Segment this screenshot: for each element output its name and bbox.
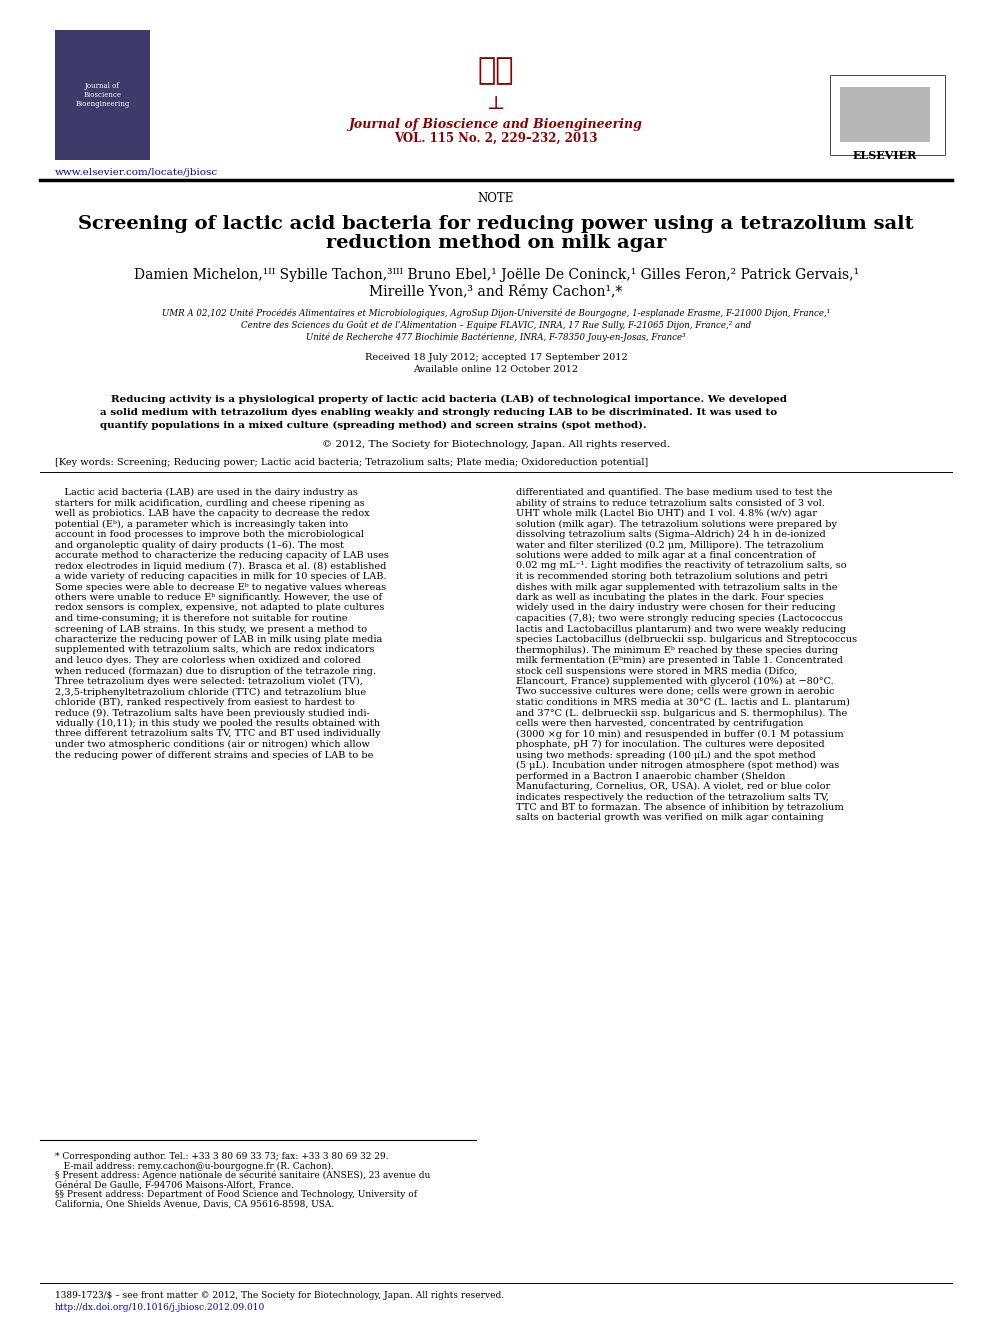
Text: quantify populations in a mixed culture (spreading method) and screen strains (s: quantify populations in a mixed culture … <box>100 421 647 430</box>
Text: California, One Shields Avenue, Davis, CA 95616-8598, USA.: California, One Shields Avenue, Davis, C… <box>55 1200 334 1208</box>
Text: well as probiotics. LAB have the capacity to decrease the redox: well as probiotics. LAB have the capacit… <box>55 509 370 519</box>
Text: solutions were added to milk agar at a final concentration of: solutions were added to milk agar at a f… <box>516 550 815 560</box>
Text: * Corresponding author. Tel.: +33 3 80 69 33 73; fax: +33 3 80 69 32 29.: * Corresponding author. Tel.: +33 3 80 6… <box>55 1152 389 1162</box>
Text: Journal of
Bioscience
Bioengineering: Journal of Bioscience Bioengineering <box>75 82 130 108</box>
Text: UHT whole milk (Lactel Bio UHT) and 1 vol. 4.8% (w/v) agar: UHT whole milk (Lactel Bio UHT) and 1 vo… <box>516 509 817 519</box>
Text: dark as well as incubating the plates in the dark. Four species: dark as well as incubating the plates in… <box>516 593 823 602</box>
Text: © 2012, The Society for Biotechnology, Japan. All rights reserved.: © 2012, The Society for Biotechnology, J… <box>322 441 670 448</box>
Text: static conditions in MRS media at 30°C (L. lactis and L. plantarum): static conditions in MRS media at 30°C (… <box>516 699 850 706</box>
Text: phosphate, pH 7) for inoculation. The cultures were deposited: phosphate, pH 7) for inoculation. The cu… <box>516 740 824 749</box>
Text: Général De Gaulle, F-94706 Maisons-Alfort, France.: Général De Gaulle, F-94706 Maisons-Alfor… <box>55 1180 294 1189</box>
Text: redox sensors is complex, expensive, not adapted to plate cultures: redox sensors is complex, expensive, not… <box>55 603 384 613</box>
Text: ELSEVIER: ELSEVIER <box>853 149 918 161</box>
Text: 1389-1723/$ – see front matter © 2012, The Society for Biotechnology, Japan. All: 1389-1723/$ – see front matter © 2012, T… <box>55 1291 504 1301</box>
Text: species Lactobacillus (delbrueckii ssp. bulgaricus and Streptococcus: species Lactobacillus (delbrueckii ssp. … <box>516 635 857 644</box>
Text: indicates respectively the reduction of the tetrazolium salts TV,: indicates respectively the reduction of … <box>516 792 829 802</box>
Text: § Present address: Agence nationale de sécurité sanitaire (ANSES), 23 avenue du: § Present address: Agence nationale de s… <box>55 1171 431 1180</box>
Text: Damien Michelon,¹ᴵᴵ Sybille Tachon,³ᴵᴵᴵ Bruno Ebel,¹ Joëlle De Coninck,¹ Gilles : Damien Michelon,¹ᴵᴵ Sybille Tachon,³ᴵᴵᴵ … <box>134 269 858 282</box>
Text: redox electrodes in liquid medium (7). Brasca et al. (8) established: redox electrodes in liquid medium (7). B… <box>55 561 386 570</box>
Text: and organoleptic quality of dairy products (1–6). The most: and organoleptic quality of dairy produc… <box>55 541 344 549</box>
Text: others were unable to reduce Eᵇ significantly. However, the use of: others were unable to reduce Eᵇ signific… <box>55 593 382 602</box>
Text: NOTE: NOTE <box>478 192 514 205</box>
Text: Three tetrazolium dyes were selected: tetrazolium violet (TV),: Three tetrazolium dyes were selected: te… <box>55 677 363 687</box>
Text: dishes with milk agar supplemented with tetrazolium salts in the: dishes with milk agar supplemented with … <box>516 582 837 591</box>
Text: milk fermentation (Eᵇmin) are presented in Table 1. Concentrated: milk fermentation (Eᵇmin) are presented … <box>516 656 843 665</box>
Bar <box>55 30 150 160</box>
Text: under two atmospheric conditions (air or nitrogen) which allow: under two atmospheric conditions (air or… <box>55 740 370 749</box>
Text: Two successive cultures were done; cells were grown in aerobic: Two successive cultures were done; cells… <box>516 688 834 696</box>
Text: Lactic acid bacteria (LAB) are used in the dairy industry as: Lactic acid bacteria (LAB) are used in t… <box>55 488 358 497</box>
Text: Unité de Recherche 477 Biochimie Bactérienne, INRA, F-78350 Jouy-en-Josas, Franc: Unité de Recherche 477 Biochimie Bactéri… <box>307 332 685 341</box>
Text: ❀❀: ❀❀ <box>478 56 514 86</box>
Text: http://dx.doi.org/10.1016/j.jbiosc.2012.09.010: http://dx.doi.org/10.1016/j.jbiosc.2012.… <box>55 1303 265 1312</box>
Text: Manufacturing, Cornelius, OR, USA). A violet, red or blue color: Manufacturing, Cornelius, OR, USA). A vi… <box>516 782 830 791</box>
Text: chloride (BT), ranked respectively from easiest to hardest to: chloride (BT), ranked respectively from … <box>55 699 355 706</box>
Text: E-mail address: remy.cachon@u-bourgogne.fr (R. Cachon).: E-mail address: remy.cachon@u-bourgogne.… <box>55 1162 333 1171</box>
Text: three different tetrazolium salts TV, TTC and BT used individually: three different tetrazolium salts TV, TT… <box>55 729 381 738</box>
Text: starters for milk acidification, curdling and cheese ripening as: starters for milk acidification, curdlin… <box>55 499 365 508</box>
Bar <box>840 87 930 142</box>
Text: stock cell suspensions were stored in MRS media (Difco,: stock cell suspensions were stored in MR… <box>516 667 798 676</box>
Text: and 37°C (L. delbrueckii ssp. bulgaricus and S. thermophilus). The: and 37°C (L. delbrueckii ssp. bulgaricus… <box>516 709 847 717</box>
Text: screening of LAB strains. In this study, we present a method to: screening of LAB strains. In this study,… <box>55 624 367 634</box>
Text: account in food processes to improve both the microbiological: account in food processes to improve bot… <box>55 531 364 538</box>
Text: the reducing power of different strains and species of LAB to be: the reducing power of different strains … <box>55 750 373 759</box>
Text: characterize the reducing power of LAB in milk using plate media: characterize the reducing power of LAB i… <box>55 635 382 644</box>
Text: and leuco dyes. They are colorless when oxidized and colored: and leuco dyes. They are colorless when … <box>55 656 361 665</box>
Text: Elancourt, France) supplemented with glycerol (10%) at −80°C.: Elancourt, France) supplemented with gly… <box>516 677 833 687</box>
Text: Mireille Yvon,³ and Rémy Cachon¹,*: Mireille Yvon,³ and Rémy Cachon¹,* <box>369 284 623 299</box>
Text: cells were then harvested, concentrated by centrifugation: cells were then harvested, concentrated … <box>516 718 804 728</box>
Text: solution (milk agar). The tetrazolium solutions were prepared by: solution (milk agar). The tetrazolium so… <box>516 520 837 529</box>
Text: reduction method on milk agar: reduction method on milk agar <box>325 234 667 251</box>
Text: a wide variety of reducing capacities in milk for 10 species of LAB.: a wide variety of reducing capacities in… <box>55 572 387 581</box>
Bar <box>55 30 150 160</box>
Text: ability of strains to reduce tetrazolium salts consisted of 3 vol.: ability of strains to reduce tetrazolium… <box>516 499 825 508</box>
Text: Journal of Bioscience and Bioengineering: Journal of Bioscience and Bioengineering <box>349 118 643 131</box>
Text: 2,3,5-triphenyltetrazolium chloride (TTC) and tetrazolium blue: 2,3,5-triphenyltetrazolium chloride (TTC… <box>55 688 366 697</box>
Text: potential (Eᵇ), a parameter which is increasingly taken into: potential (Eᵇ), a parameter which is inc… <box>55 520 348 529</box>
Text: reduce (9). Tetrazolium salts have been previously studied indi-: reduce (9). Tetrazolium salts have been … <box>55 709 370 717</box>
Text: widely used in the dairy industry were chosen for their reducing: widely used in the dairy industry were c… <box>516 603 835 613</box>
Text: it is recommended storing both tetrazolium solutions and petri: it is recommended storing both tetrazoli… <box>516 572 827 581</box>
Text: a solid medium with tetrazolium dyes enabling weakly and strongly reducing LAB t: a solid medium with tetrazolium dyes ena… <box>100 407 777 417</box>
Text: and time-consuming; it is therefore not suitable for routine: and time-consuming; it is therefore not … <box>55 614 347 623</box>
Text: Centre des Sciences du Goût et de l’Alimentation – Equipe FLAVIC, INRA, 17 Rue S: Centre des Sciences du Goût et de l’Alim… <box>241 320 751 329</box>
Text: supplemented with tetrazolium salts, which are redox indicators: supplemented with tetrazolium salts, whi… <box>55 646 375 655</box>
Text: vidually (10,11); in this study we pooled the results obtained with: vidually (10,11); in this study we poole… <box>55 718 380 728</box>
Text: dissolving tetrazolium salts (Sigma–Aldrich) 24 h in de-ionized: dissolving tetrazolium salts (Sigma–Aldr… <box>516 531 825 540</box>
Text: §§ Present address: Department of Food Science and Technology, University of: §§ Present address: Department of Food S… <box>55 1189 417 1199</box>
Text: capacities (7,8); two were strongly reducing species (Lactococcus: capacities (7,8); two were strongly redu… <box>516 614 843 623</box>
Text: UMR A 02,102 Unité Procédés Alimentaires et Microbiologiques, AgroSup Dijon-Univ: UMR A 02,102 Unité Procédés Alimentaires… <box>162 308 830 318</box>
Text: using two methods: spreading (100 μL) and the spot method: using two methods: spreading (100 μL) an… <box>516 750 815 759</box>
Text: Reducing activity is a physiological property of lactic acid bacteria (LAB) of t: Reducing activity is a physiological pro… <box>100 396 787 404</box>
Text: Screening of lactic acid bacteria for reducing power using a tetrazolium salt: Screening of lactic acid bacteria for re… <box>78 216 914 233</box>
Text: differentiated and quantified. The base medium used to test the: differentiated and quantified. The base … <box>516 488 832 497</box>
Text: lactis and Lactobacillus plantarum) and two were weakly reducing: lactis and Lactobacillus plantarum) and … <box>516 624 846 634</box>
Text: when reduced (formazan) due to disruption of the tetrazole ring.: when reduced (formazan) due to disruptio… <box>55 667 376 676</box>
Text: (5 μL). Incubation under nitrogen atmosphere (spot method) was: (5 μL). Incubation under nitrogen atmosp… <box>516 761 839 770</box>
Text: ⊥: ⊥ <box>487 95 505 112</box>
Text: performed in a Bactron I anaerobic chamber (Sheldon: performed in a Bactron I anaerobic chamb… <box>516 771 786 781</box>
Text: water and filter sterilized (0.2 μm, Millipore). The tetrazolium: water and filter sterilized (0.2 μm, Mil… <box>516 541 823 549</box>
Text: 0.02 mg mL⁻¹. Light modifies the reactivity of tetrazolium salts, so: 0.02 mg mL⁻¹. Light modifies the reactiv… <box>516 561 846 570</box>
Text: Received 18 July 2012; accepted 17 September 2012: Received 18 July 2012; accepted 17 Septe… <box>365 353 627 363</box>
Text: thermophilus). The minimum Eᵇ reached by these species during: thermophilus). The minimum Eᵇ reached by… <box>516 646 838 655</box>
Text: accurate method to characterize the reducing capacity of LAB uses: accurate method to characterize the redu… <box>55 550 389 560</box>
Text: [Key words: Screening; Reducing power; Lactic acid bacteria; Tetrazolium salts; : [Key words: Screening; Reducing power; L… <box>55 458 648 467</box>
Text: Available online 12 October 2012: Available online 12 October 2012 <box>414 365 578 374</box>
Bar <box>830 75 945 155</box>
Text: TTC and BT to formazan. The absence of inhibition by tetrazolium: TTC and BT to formazan. The absence of i… <box>516 803 844 812</box>
Text: Some species were able to decrease Eᵇ to negative values whereas: Some species were able to decrease Eᵇ to… <box>55 582 386 591</box>
Text: www.elsevier.com/locate/jbiosc: www.elsevier.com/locate/jbiosc <box>55 168 218 177</box>
Text: VOL. 115 No. 2, 229–232, 2013: VOL. 115 No. 2, 229–232, 2013 <box>394 132 598 146</box>
Text: salts on bacterial growth was verified on milk agar containing: salts on bacterial growth was verified o… <box>516 814 823 823</box>
Text: (3000 ×g for 10 min) and resuspended in buffer (0.1 M potassium: (3000 ×g for 10 min) and resuspended in … <box>516 729 843 738</box>
